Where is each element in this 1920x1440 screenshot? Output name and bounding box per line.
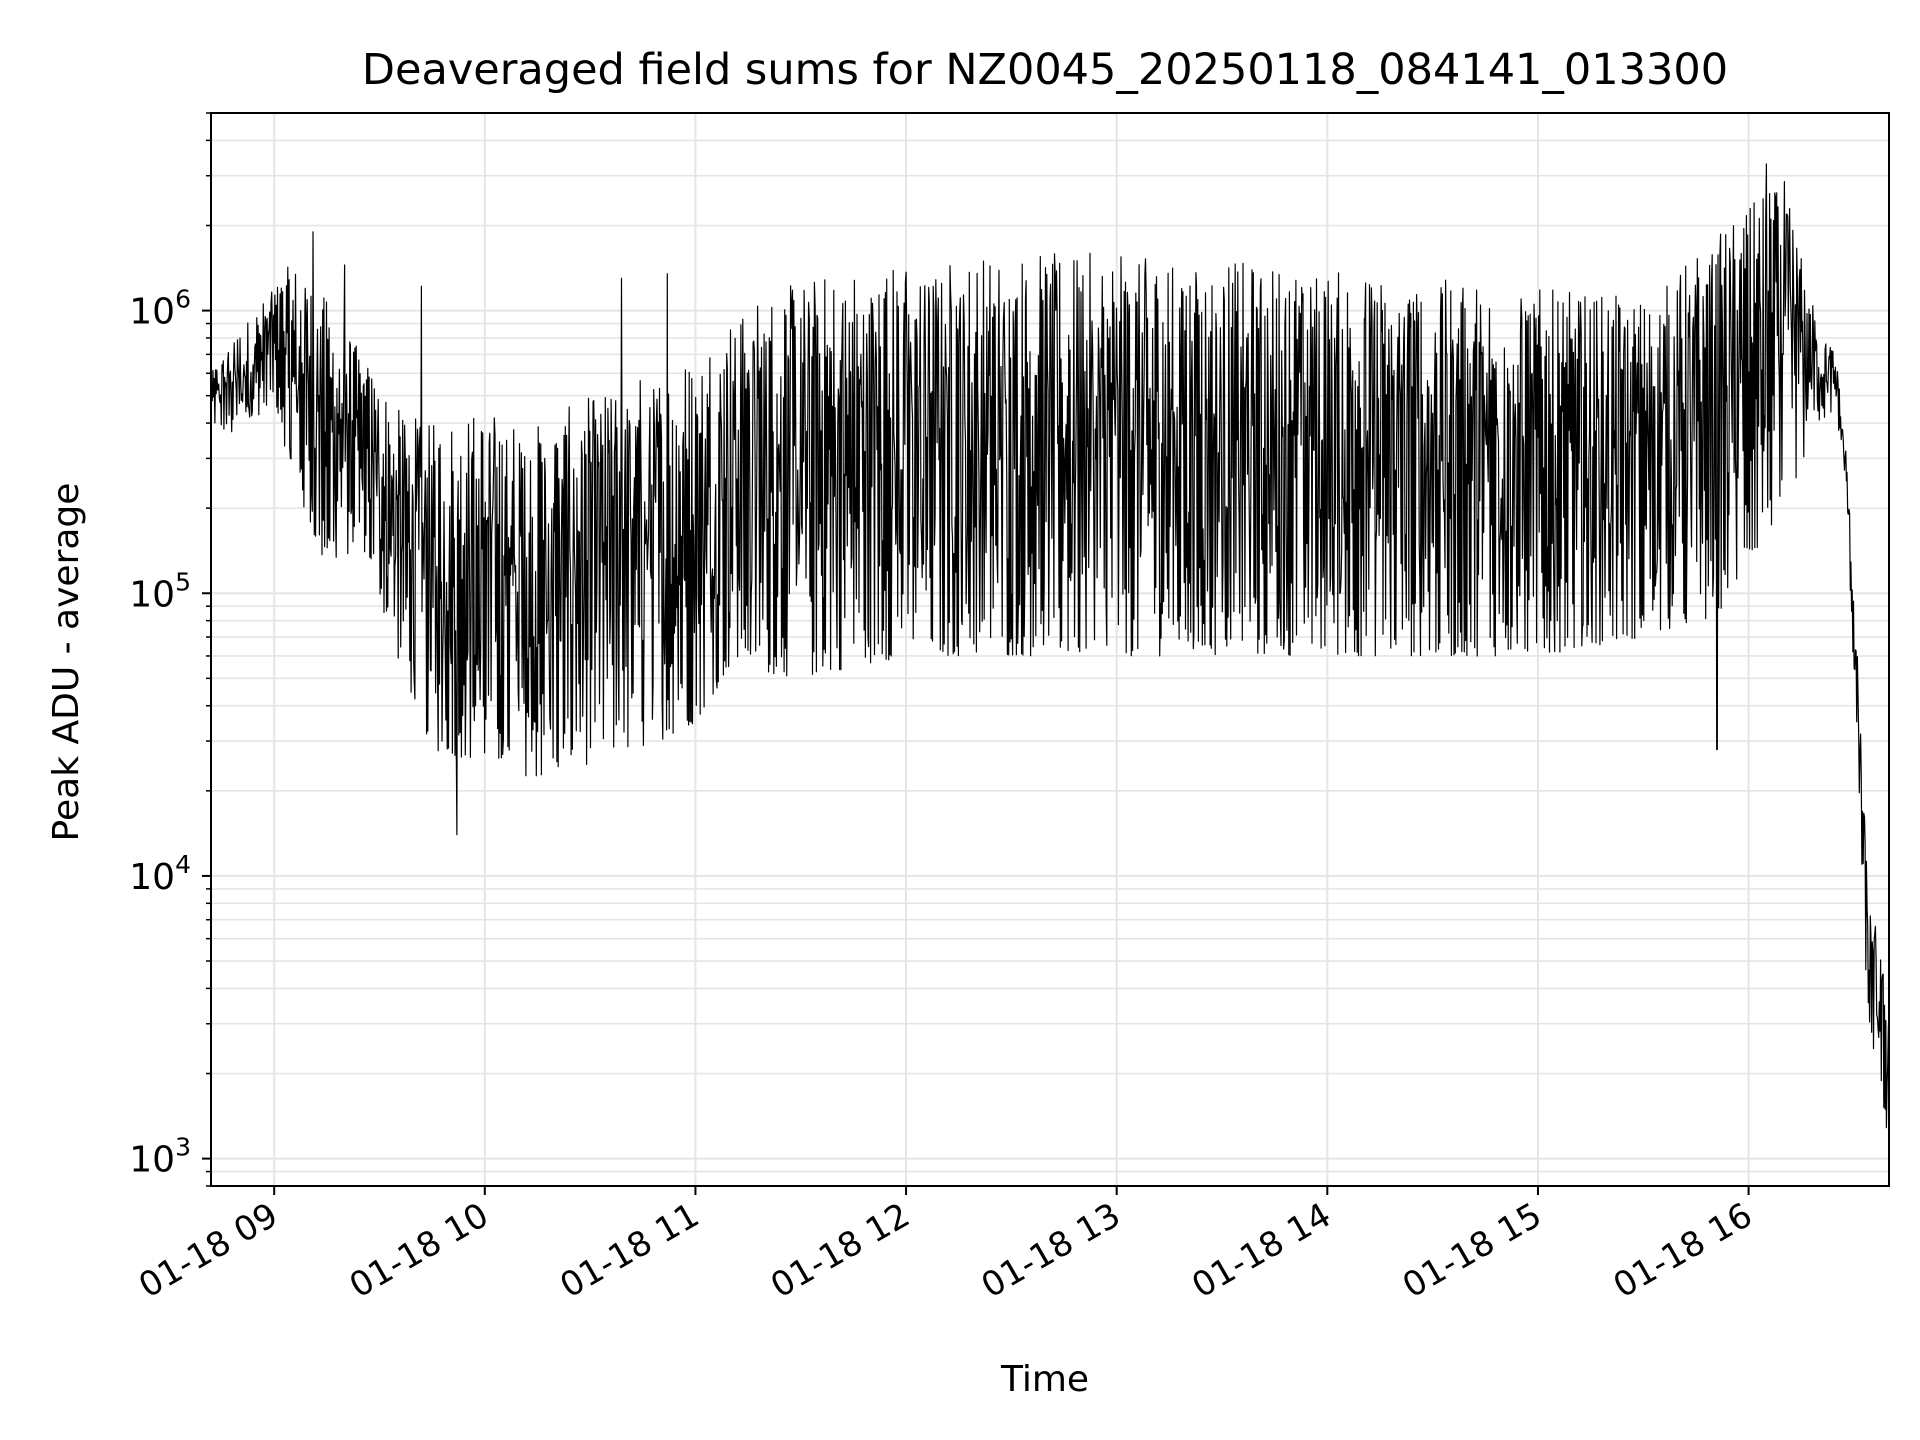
y-tick-label: 105 [129, 567, 191, 615]
series-line [210, 163, 1890, 1129]
y-axis-label: Peak ADU - average [46, 483, 87, 842]
y-tick-label: 106 [129, 285, 191, 333]
series-group [210, 163, 1890, 1129]
y-tick-label: 104 [129, 850, 191, 898]
chart-title: Deaveraged field sums for NZ0045_2025011… [362, 45, 1728, 95]
x-axis-label: Time [1000, 1359, 1089, 1400]
plot-frame [210, 112, 1890, 1187]
y-tick-label: 103 [129, 1133, 191, 1181]
